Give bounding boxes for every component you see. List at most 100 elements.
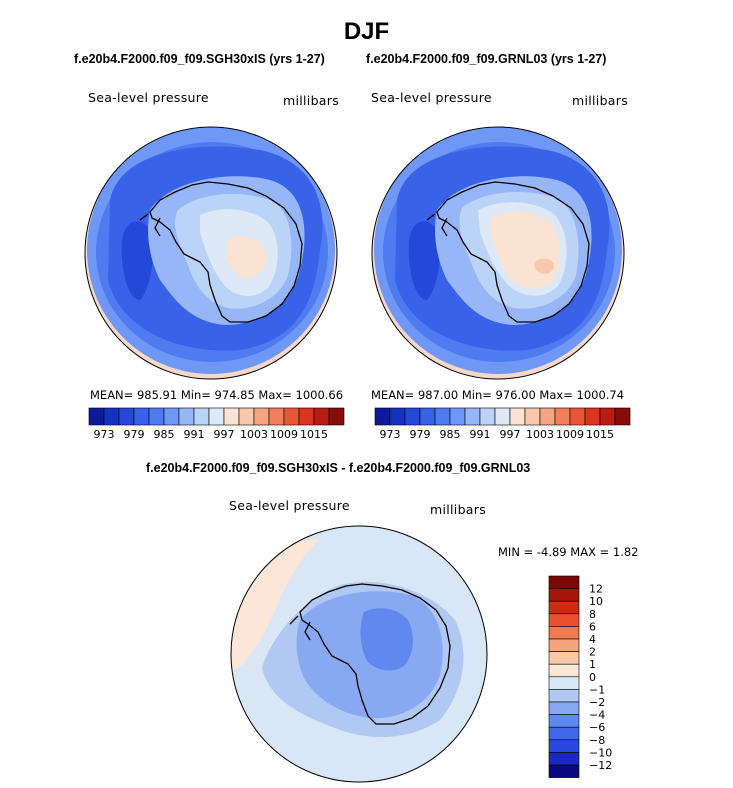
- diff-colorbar-swatch: [548, 663, 580, 678]
- panel-b-colorbar-tick-label: 1009: [556, 428, 584, 441]
- diff-colorbar-tick-label: 4: [589, 633, 596, 646]
- panel-b-colorbar-swatch: [389, 407, 406, 426]
- panel-b-units-label: millibars: [572, 93, 629, 108]
- panel-a-variable-label: Sea-level pressure: [88, 90, 209, 105]
- panel-a-fields: [85, 127, 337, 379]
- panel-a-colorbar-tick-label: 985: [154, 428, 175, 441]
- panel-b-far-field: [372, 127, 624, 379]
- panel-a-stats: MEAN= 985.91 Min= 974.85 Max= 1000.66: [90, 388, 344, 402]
- panel-b-stats: MEAN= 987.00 Min= 976.00 Max= 1000.74: [371, 388, 625, 402]
- diff-title: f.e20b4.F2000.f09_f09.SGH30xIS - f.e20b4…: [146, 461, 531, 475]
- diff-colorbar-swatch: [548, 764, 580, 778]
- diff-colorbar-swatch: [548, 588, 580, 602]
- diff-colorbar-swatch: [548, 714, 580, 728]
- panel-a-globe-outline: [84, 126, 338, 380]
- panel-a-colorbar-swatch: [88, 407, 105, 426]
- panel-b-colorbar-swatch: [479, 407, 496, 426]
- panel-b-colorbar-tick-label: 991: [470, 428, 491, 441]
- panel-a-colorbar-swatch: [178, 407, 195, 426]
- panel-a-colorbar-swatch: [193, 407, 210, 426]
- panel-b-globe-outline: [371, 126, 625, 380]
- panel-a-trough-core: [121, 221, 154, 300]
- panel-a-coastal-band: [148, 176, 305, 325]
- panel-b-colorbar-tick-label: 1003: [526, 428, 554, 441]
- diff-colorbar-tick-label: −12: [589, 759, 612, 772]
- panel-a-colorbar-swatch: [283, 407, 300, 426]
- panel-b-colorbar-tick-label: 979: [410, 428, 431, 441]
- diff-negative-band-1: [262, 581, 464, 738]
- diff-colorbar-tick-label: −1: [589, 683, 605, 696]
- panel-b-colorbar-tick-label: 1015: [586, 428, 614, 441]
- diff-colorbar-tick-label: −10: [589, 746, 612, 759]
- panel-a-plateau-warm: [226, 235, 267, 278]
- panel-a-colorbar-tick-label: 1009: [270, 428, 298, 441]
- panel-a-outer-ring: [87, 127, 335, 374]
- panel-a-colorbar-swatch: [238, 407, 255, 426]
- panel-a-colorbar-swatch: [118, 407, 135, 426]
- panel-a-colorbar-swatch: [313, 407, 330, 426]
- panel-a-plateau-white: [200, 209, 278, 296]
- panel-a-colorbar-swatch: [253, 407, 270, 426]
- panel-b-colorbar: 973 979 985 991 997 1003 1009 1015: [374, 407, 631, 441]
- panel-a-colorbar-tick-label: 979: [124, 428, 145, 441]
- diff-colorbar-swatch: [548, 701, 580, 715]
- panel-b-plateau-warm-core: [534, 258, 554, 275]
- diff-negative-band-2: [296, 591, 443, 719]
- panel-a-colorbar-swatch: [148, 407, 165, 426]
- diff-colorbar-tick-label: 12: [589, 583, 603, 596]
- diff-negative-band-3: [360, 608, 413, 671]
- diff-colorbar-swatch: [548, 676, 580, 690]
- panel-a-colorbar-tick-label: 1003: [240, 428, 268, 441]
- panel-b-plateau-light: [459, 192, 579, 309]
- panel-b-colorbar-tick-label: 997: [500, 428, 521, 441]
- case-b-title: f.e20b4.F2000.f09_f09.GRNL03 (yrs 1-27): [366, 52, 607, 66]
- diff-variable-label: Sea-level pressure: [229, 498, 350, 513]
- diff-colorbar-tick-label: 8: [589, 608, 596, 621]
- panel-a-colorbar-tick-label: 1015: [300, 428, 328, 441]
- diff-colorbar-swatch: [548, 739, 580, 753]
- diff-colorbar-tick-label: 6: [589, 620, 596, 633]
- panel-b-coastal-band: [435, 176, 592, 325]
- diff-colorbar-swatch: [548, 575, 580, 589]
- panel-a-colorbar-swatch: [133, 407, 150, 426]
- diff-colorbar-tick-label: 0: [589, 671, 596, 684]
- panel-b-colorbar-swatch: [614, 407, 631, 426]
- panel-a-colorbar-tick-label: 973: [94, 428, 115, 441]
- diff-positive-region: [231, 540, 318, 672]
- panel-b-colorbar-swatch: [464, 407, 481, 426]
- panel-b-colorbar-swatch: [494, 407, 511, 426]
- panel-b-colorbar-swatch: [599, 407, 616, 426]
- diff-colorbar-swatch: [548, 626, 580, 640]
- panel-b-colorbar-swatch: [539, 407, 556, 426]
- panel-a-colorbar-swatch: [268, 407, 285, 426]
- panel-b-colorbar-swatch: [419, 407, 436, 426]
- panel-b-colorbar-tick-label: 973: [380, 428, 401, 441]
- panel-a-colorbar-swatch: [223, 407, 240, 426]
- panel-b-variable-label: Sea-level pressure: [371, 90, 492, 105]
- panel-b-colorbar-swatch: [524, 407, 541, 426]
- panel-b-colorbar-tick-label: 985: [440, 428, 461, 441]
- diff-colorbar-tick-label: −6: [589, 721, 605, 734]
- diff-coastline: [289, 583, 451, 725]
- diff-colorbar-swatch: [548, 726, 580, 741]
- diff-colorbar-swatch: [548, 689, 580, 703]
- diff-fields: [231, 526, 487, 782]
- diff-colorbar-tick-label: −4: [589, 709, 605, 722]
- diff-colorbar-tick-label: −2: [589, 696, 605, 709]
- diff-stats: MIN = -4.89 MAX = 1.82: [498, 545, 639, 559]
- diff-colorbar-tick-label: 2: [589, 646, 596, 659]
- panel-b-trough-core: [408, 221, 441, 300]
- panel-a-colorbar-swatch: [163, 407, 180, 426]
- panel-a-colorbar-swatch: [328, 407, 345, 426]
- case-a-title: f.e20b4.F2000.f09_f09.SGH30xIS (yrs 1-27…: [74, 52, 325, 66]
- panel-a-colorbar-tick-label: 997: [214, 428, 235, 441]
- panel-b-colorbar-swatch: [554, 407, 571, 426]
- diff-colorbar-swatch: [548, 613, 580, 627]
- panel-a-coastline: [139, 181, 303, 323]
- panel-a-colorbar-tick-label: 991: [184, 428, 205, 441]
- diff-colorbar-swatch: [548, 600, 580, 615]
- panel-a-trough: [108, 146, 323, 351]
- diff-colorbar-swatch: [548, 638, 580, 652]
- diff-colorbar-tick-label: 1: [589, 658, 596, 671]
